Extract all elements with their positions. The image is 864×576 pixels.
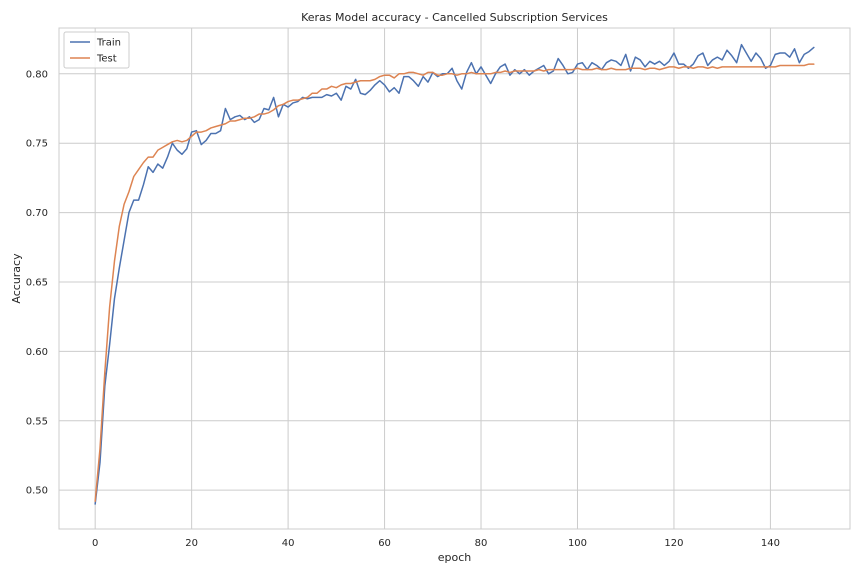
y-tick-labels: 0.50 0.55 0.60 0.65 0.70 0.75 0.80 bbox=[26, 69, 48, 496]
y-tick-label: 0.70 bbox=[26, 208, 48, 219]
y-tick-label: 0.65 bbox=[26, 277, 48, 288]
x-tick-label: 0 bbox=[92, 538, 98, 549]
x-tick-label: 140 bbox=[761, 538, 780, 549]
x-tick-label: 80 bbox=[475, 538, 488, 549]
legend-box bbox=[63, 31, 130, 69]
legend-label-test: Test bbox=[96, 54, 117, 65]
y-tick-label: 0.80 bbox=[26, 69, 48, 80]
legend: Train Test bbox=[63, 31, 130, 69]
y-tick-label: 0.50 bbox=[26, 486, 48, 497]
series-line-test bbox=[94, 63, 815, 502]
y-axis-title: Accuracy bbox=[10, 253, 23, 304]
legend-label-train: Train bbox=[96, 38, 121, 49]
x-tick-label: 20 bbox=[185, 538, 198, 549]
x-tick-label: 40 bbox=[282, 538, 295, 549]
x-axis-title: epoch bbox=[438, 551, 472, 564]
series-lines bbox=[94, 43, 815, 505]
x-tick-label: 120 bbox=[664, 538, 683, 549]
y-tick-label: 0.55 bbox=[26, 416, 48, 427]
y-tick-label: 0.60 bbox=[26, 347, 48, 358]
x-tick-label: 100 bbox=[568, 538, 587, 549]
x-tick-label: 60 bbox=[378, 538, 391, 549]
x-tick-labels: 0 20 40 60 80 100 120 140 bbox=[92, 538, 780, 549]
plot-area bbox=[58, 27, 851, 530]
y-tick-label: 0.75 bbox=[26, 139, 48, 150]
chart-title: Keras Model accuracy - Cancelled Subscri… bbox=[301, 11, 608, 24]
